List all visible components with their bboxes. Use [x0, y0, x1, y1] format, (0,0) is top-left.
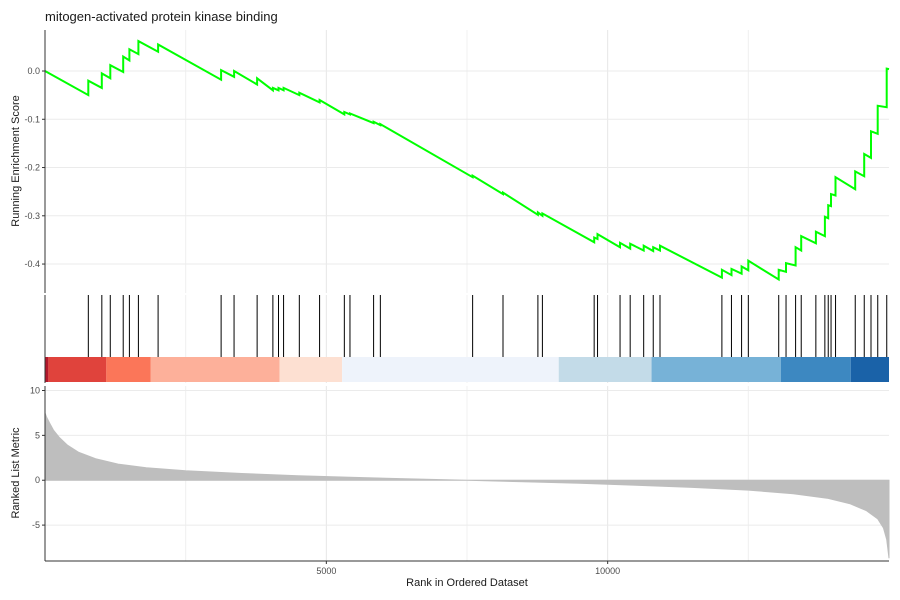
- x-axis-ticks: 5000 10000: [316, 561, 620, 576]
- ranked-metric-y-label: Ranked List Metric: [10, 427, 22, 519]
- y-tick-label: 0: [35, 475, 40, 485]
- x-tick-label: 5000: [316, 566, 336, 576]
- running-score-grid: [45, 30, 889, 293]
- y-tick-label: -0.3: [24, 211, 40, 221]
- ranked-metric-y-ticks: 10 5 0 -5: [30, 385, 45, 530]
- running-score-y-ticks: 0.0 -0.1 -0.2 -0.3 -0.4: [24, 66, 45, 269]
- y-tick-label: 10: [30, 385, 40, 395]
- chart-title: mitogen-activated protein kinase binding: [45, 9, 278, 24]
- ranked-metric-area: [44, 412, 890, 559]
- color-bar-segment: [45, 357, 49, 382]
- color-bar-segment: [558, 357, 652, 382]
- x-axis-label: Rank in Ordered Dataset: [406, 577, 528, 589]
- running-score-y-label: Running Enrichment Score: [10, 95, 22, 226]
- color-bar-segment: [106, 357, 151, 382]
- y-tick-label: -0.4: [24, 259, 40, 269]
- y-tick-label: -0.1: [24, 114, 40, 124]
- color-bar-segment: [150, 357, 280, 382]
- y-tick-label: 0.0: [27, 66, 40, 76]
- y-tick-label: 5: [35, 430, 40, 440]
- y-tick-label: -0.2: [24, 163, 40, 173]
- color-bar-segment: [850, 357, 889, 382]
- color-bar-segment: [651, 357, 781, 382]
- color-bar-segment: [279, 357, 343, 382]
- color-bar-segment: [48, 357, 107, 382]
- x-tick-label: 10000: [595, 566, 620, 576]
- running-score-line: [44, 39, 890, 282]
- color-bar-segment: [342, 357, 559, 382]
- color-bar-segment: [780, 357, 851, 382]
- y-tick-label: -5: [32, 520, 40, 530]
- rank-color-bar: [45, 357, 889, 382]
- gene-hit-ticks: [87, 295, 888, 357]
